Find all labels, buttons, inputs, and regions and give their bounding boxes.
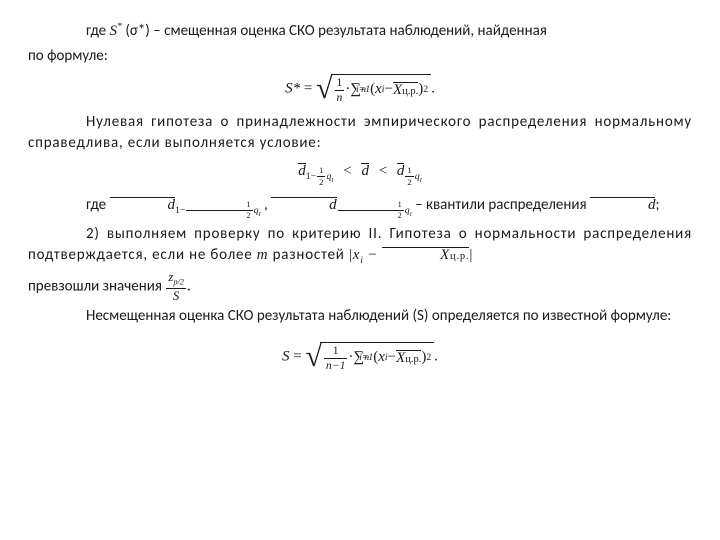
- p2: p/2: [173, 278, 184, 287]
- period: .: [187, 278, 191, 296]
- n: 1: [405, 166, 413, 177]
- text: где: [86, 22, 110, 40]
- para-4: 2) выполняем проверку по критерию II. Ги…: [28, 224, 692, 269]
- I: I: [258, 211, 260, 218]
- t: 1−: [306, 171, 316, 182]
- half: 12: [405, 166, 413, 187]
- text: ;: [655, 196, 659, 214]
- sqrt: √ 1 n−1 · ∑ni=1 (xi − Xц.р.)2: [305, 342, 434, 372]
- para-1b: по формуле:: [28, 46, 692, 68]
- minus: −: [364, 247, 382, 263]
- para-2: Нулевая гипотеза о принадлежности эмпири…: [28, 112, 692, 156]
- formula-d-ineq: d1−12qI < d < d12qI: [28, 161, 692, 187]
- para-5: превзошли значения zp/2 S .: [28, 271, 692, 303]
- den: n: [335, 91, 345, 104]
- X: X: [393, 82, 402, 98]
- xbar-sub: ц.р.: [402, 86, 418, 97]
- frac-1n: 1 n: [335, 77, 345, 103]
- xbar-sub: ц.р.: [450, 251, 469, 262]
- xi: x: [375, 79, 382, 101]
- xbar: Xц.р.: [393, 82, 418, 98]
- dbar: d: [590, 197, 656, 213]
- text: по формуле:: [28, 47, 108, 65]
- d1-sub: 1−12qI: [175, 205, 261, 216]
- m: m: [257, 247, 269, 263]
- den: n−1: [324, 359, 348, 372]
- eq: =: [300, 80, 316, 96]
- d: 2: [338, 211, 404, 220]
- num: 1: [324, 345, 348, 359]
- lt1: <: [343, 163, 355, 179]
- half: 12: [338, 201, 404, 221]
- dbar: d: [361, 163, 369, 179]
- minus: −: [388, 347, 396, 369]
- eq: =: [289, 348, 305, 364]
- X: X: [396, 350, 405, 366]
- frac-1n1: 1 n−1: [324, 345, 348, 371]
- n: 1: [317, 166, 325, 177]
- half: 12: [317, 166, 325, 187]
- sum-sub: i=1: [359, 351, 373, 365]
- sum-sub: i=1: [356, 83, 370, 97]
- n: 1: [338, 201, 404, 211]
- half: 12: [186, 201, 252, 221]
- sym-S: S: [110, 23, 118, 39]
- d: 2: [317, 177, 325, 187]
- text: где: [86, 196, 110, 214]
- para-6: Несмещенная оценка СКО результата наблюд…: [28, 306, 692, 328]
- text: ,: [264, 196, 271, 214]
- xi: x: [378, 347, 385, 369]
- d2: d: [271, 197, 337, 213]
- den: S: [166, 289, 186, 303]
- para-1: где S* (σ*) – смещенная оценка СКО резул…: [28, 20, 692, 43]
- period: .: [434, 348, 438, 364]
- t: 1−: [175, 205, 185, 216]
- sqrt: √ 1 n · ∑ni=1 (xi − Xц.р.)2: [316, 74, 431, 104]
- xbar-sub: ц.р.: [405, 354, 421, 365]
- d: 2: [405, 177, 413, 187]
- n: 1: [186, 201, 252, 211]
- num: 1: [335, 77, 345, 91]
- period: .: [431, 80, 435, 96]
- minus: −: [385, 79, 393, 101]
- lt2: <: [379, 163, 391, 179]
- document-page: где S* (σ*) – смещенная оценка СКО резул…: [0, 0, 720, 408]
- frac-zps: zp/2 S: [166, 271, 186, 303]
- radicand: 1 n−1 · ∑ni=1 (xi − Xц.р.)2: [320, 342, 434, 372]
- sq: 2: [423, 83, 428, 97]
- text: – квантили распределения: [415, 196, 590, 214]
- text: Несмещенная оценка СКО результата наблюд…: [86, 307, 671, 325]
- xbar: Xц.р.: [396, 350, 421, 366]
- d2-sub: 12qI: [337, 205, 412, 216]
- formula-s: S = √ 1 n−1 · ∑ni=1 (xi − Xц.р.)2 .: [28, 342, 692, 372]
- I: I: [410, 211, 412, 218]
- I: I: [420, 177, 422, 184]
- abs-r: |: [469, 247, 473, 263]
- sq: 2: [426, 351, 431, 365]
- text: превзошли значения: [28, 278, 165, 296]
- lhs: S*: [285, 80, 300, 96]
- para-3: где d1−12qI , d12qI – квантили распредел…: [28, 195, 692, 221]
- radicand: 1 n · ∑ni=1 (xi − Xц.р.)2: [331, 74, 432, 104]
- text: разностей: [268, 246, 349, 264]
- d1: d: [110, 197, 176, 213]
- d2-sub: 12qI: [404, 171, 421, 182]
- xbar: Xц.р.: [382, 247, 469, 263]
- d: 2: [186, 211, 252, 220]
- X: X: [440, 247, 450, 263]
- num: zp/2: [166, 271, 186, 289]
- formula-sstar: S* = √ 1 n · ∑ni=1 (xi − Xц.р.)2 .: [28, 74, 692, 104]
- text: Нулевая гипотеза о принадлежности эмпири…: [28, 113, 692, 153]
- text: (σ*) – смещенная оценка СКО результата н…: [122, 22, 547, 40]
- d2: d: [397, 163, 405, 179]
- d1: d: [298, 163, 306, 179]
- I: I: [331, 177, 333, 184]
- d1-sub: 1−12qI: [306, 171, 334, 182]
